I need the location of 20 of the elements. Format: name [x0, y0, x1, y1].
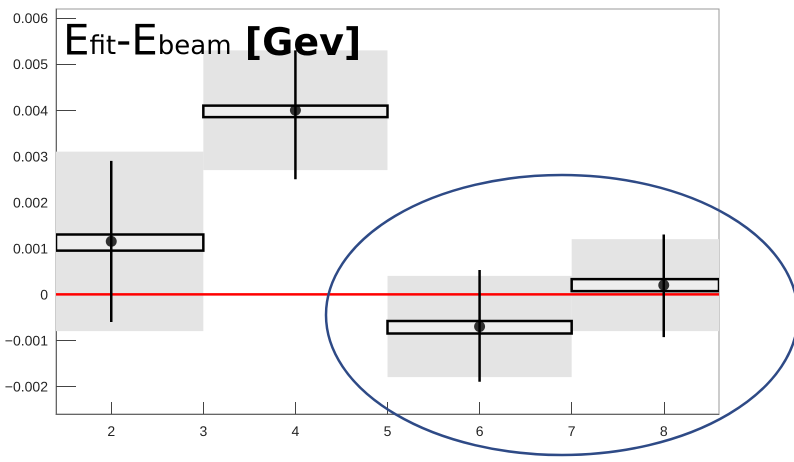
- x-tick-label: 4: [292, 423, 300, 439]
- y-tick-label: −0.002: [4, 378, 48, 394]
- point: [474, 321, 486, 332]
- x-tick-label: 8: [660, 423, 668, 439]
- x-tick-label: 2: [107, 423, 116, 439]
- y-tick-label: 0.005: [12, 56, 48, 72]
- chart-title: Efit-Ebeam [Gev]: [63, 16, 362, 64]
- y-tick-label: 0.006: [12, 10, 48, 26]
- y-tick-label: 0.003: [12, 148, 48, 164]
- x-tick-label: 6: [476, 423, 484, 439]
- x-tick-label: 3: [199, 423, 208, 439]
- y-tick-label: 0.001: [12, 240, 48, 256]
- y-tick-label: 0.002: [12, 194, 48, 210]
- y-tick-label: 0.004: [12, 102, 48, 118]
- point: [106, 236, 117, 247]
- y-tick-label: 0: [40, 286, 48, 302]
- y-tick-label: −0.001: [4, 332, 48, 348]
- x-tick-label: 7: [568, 423, 576, 439]
- point: [658, 280, 670, 291]
- x-tick-label: 5: [384, 423, 392, 439]
